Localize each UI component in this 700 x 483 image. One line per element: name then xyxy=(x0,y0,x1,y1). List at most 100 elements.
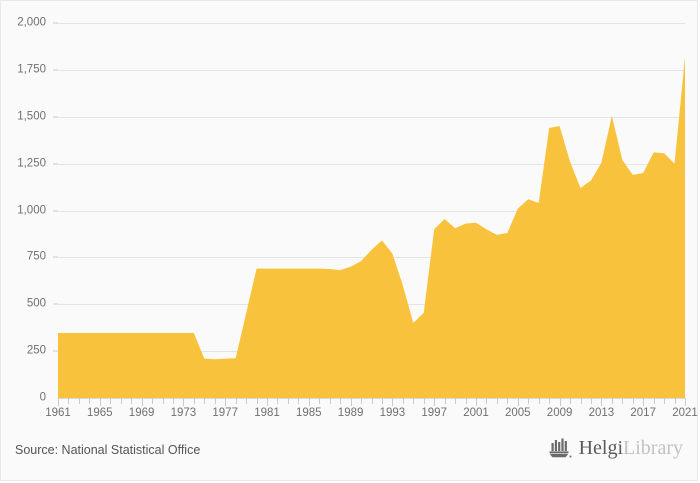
x-axis-tick-mark xyxy=(517,398,519,406)
x-axis-tick-mark xyxy=(674,398,676,404)
x-axis-tick-mark xyxy=(434,398,436,406)
x-axis-tick-label: 1969 xyxy=(128,407,155,419)
y-axis-tick-label: 250 xyxy=(26,344,46,357)
x-axis-tick-label: 1985 xyxy=(296,407,322,419)
x-axis-tick-mark xyxy=(402,398,404,404)
x-axis-tick-mark xyxy=(110,398,112,404)
x-axis-tick-mark xyxy=(162,398,164,404)
x-axis-tick-label: 2009 xyxy=(546,407,573,419)
x-axis-tick-mark xyxy=(99,398,101,406)
x-axis-tick-mark xyxy=(538,398,540,404)
y-axis-tick-mark xyxy=(53,69,58,71)
x-axis-tick-mark xyxy=(361,398,363,404)
x-axis: 1961 1965 1969 1973 1977 1981 1985 1989 1993 1997… xyxy=(45,398,698,428)
y-axis-tick-label: 1,750 xyxy=(17,63,46,76)
helgi-library-logo[interactable]: HelgiLibrary xyxy=(548,437,683,459)
x-axis-tick-label: 1961 xyxy=(45,407,71,419)
brand-wordmark: HelgiLibrary xyxy=(579,438,683,458)
x-axis-tick-mark xyxy=(204,398,206,404)
chart-footer: Source: National Statistical Office Helg… xyxy=(1,424,697,480)
x-axis-tick-mark xyxy=(141,398,143,406)
x-axis-tick-mark xyxy=(131,398,133,404)
x-axis-tick-mark xyxy=(632,398,634,404)
x-axis-tick-mark xyxy=(350,398,352,406)
y-axis-tick-label: 0 xyxy=(39,391,46,404)
x-axis-tick-mark xyxy=(298,398,300,404)
x-axis-tick-mark xyxy=(413,398,415,404)
x-axis-tick-mark xyxy=(267,398,268,406)
x-axis-tick-mark xyxy=(580,398,582,404)
x-axis-tick-label: 1993 xyxy=(379,407,406,419)
x-axis-tick-label: 2021 xyxy=(672,407,698,419)
x-axis-tick-mark xyxy=(528,398,530,404)
x-axis-tick-mark xyxy=(611,398,613,404)
x-axis-tick-label: 2013 xyxy=(588,407,615,419)
x-axis-tick-mark xyxy=(465,398,467,404)
helgi-boat-chart-icon xyxy=(549,438,571,458)
y-axis-tick-mark xyxy=(53,116,58,118)
x-axis-tick-mark xyxy=(444,398,446,404)
x-axis-tick-label: 2017 xyxy=(630,407,656,419)
x-axis-tick-mark xyxy=(235,398,237,404)
x-axis-tick-label: 1977 xyxy=(212,407,238,419)
x-axis-tick-mark xyxy=(507,398,509,404)
x-axis-tick-mark xyxy=(486,398,488,404)
y-axis-tick-label: 1,250 xyxy=(17,156,46,169)
x-axis-tick-mark xyxy=(685,398,686,406)
x-axis-tick-mark xyxy=(256,398,258,404)
x-axis-tick-mark xyxy=(58,398,59,406)
x-axis-tick-mark xyxy=(622,398,624,404)
brand-library-text: Library xyxy=(623,437,683,459)
x-axis-tick-mark xyxy=(559,398,561,406)
y-axis-tick-mark xyxy=(53,22,58,24)
x-axis-tick-mark xyxy=(601,398,603,406)
x-axis-tick-mark xyxy=(549,398,551,404)
x-axis-tick-mark xyxy=(340,398,342,404)
y-axis-tick-mark xyxy=(53,350,58,352)
x-axis-tick-mark xyxy=(496,398,498,404)
x-axis-tick-mark xyxy=(329,398,331,404)
x-axis-tick-mark xyxy=(664,398,666,404)
y-axis-tick-label: 2,000 xyxy=(17,16,46,29)
x-axis-tick-mark xyxy=(68,398,70,404)
area-series-path xyxy=(58,56,685,398)
plot-area xyxy=(58,23,685,399)
x-axis-tick-mark xyxy=(246,398,248,404)
x-axis-tick-label: 1965 xyxy=(87,407,113,419)
y-axis-tick-label: 500 xyxy=(26,297,46,310)
x-axis-tick-label: 2001 xyxy=(463,407,489,419)
x-axis-tick-mark xyxy=(214,398,216,404)
x-axis-tick-label: 1989 xyxy=(337,407,364,419)
x-axis-tick-mark xyxy=(423,398,425,404)
x-axis-tick-label: 2005 xyxy=(505,407,531,419)
y-axis-tick-mark xyxy=(53,163,58,165)
y-axis-tick-label: 1,000 xyxy=(17,203,46,216)
x-axis-tick-mark xyxy=(78,398,80,404)
y-axis-tick-label: 1,500 xyxy=(17,110,46,122)
x-axis-tick-mark xyxy=(319,398,321,404)
x-axis-tick-mark xyxy=(193,398,195,404)
x-axis-tick-mark xyxy=(287,398,289,404)
x-axis-tick-mark xyxy=(381,398,383,404)
x-axis-tick-label: 1981 xyxy=(254,407,280,419)
source-note: Source: National Statistical Office xyxy=(15,443,201,457)
x-axis-tick-label: 1997 xyxy=(421,407,447,419)
x-axis-tick-mark xyxy=(392,398,394,406)
x-axis-tick-mark xyxy=(152,398,154,404)
x-axis-tick-mark xyxy=(183,398,185,406)
brand-helgi-text: Helgi xyxy=(578,437,624,459)
area-series xyxy=(58,56,685,398)
x-axis-tick-mark xyxy=(89,398,91,404)
y-axis-tick-mark xyxy=(53,210,58,211)
x-axis-tick-mark xyxy=(172,398,174,404)
x-axis-tick-mark xyxy=(277,398,279,404)
x-axis-tick-mark xyxy=(476,398,477,406)
y-axis-tick-mark xyxy=(53,303,58,305)
x-axis-tick-mark xyxy=(455,398,457,404)
x-axis-tick-mark xyxy=(653,398,655,404)
y-axis-tick-mark xyxy=(53,256,58,258)
x-axis-tick-mark xyxy=(371,398,373,404)
x-axis-tick-mark xyxy=(308,398,310,406)
x-axis-tick-mark xyxy=(590,398,592,404)
